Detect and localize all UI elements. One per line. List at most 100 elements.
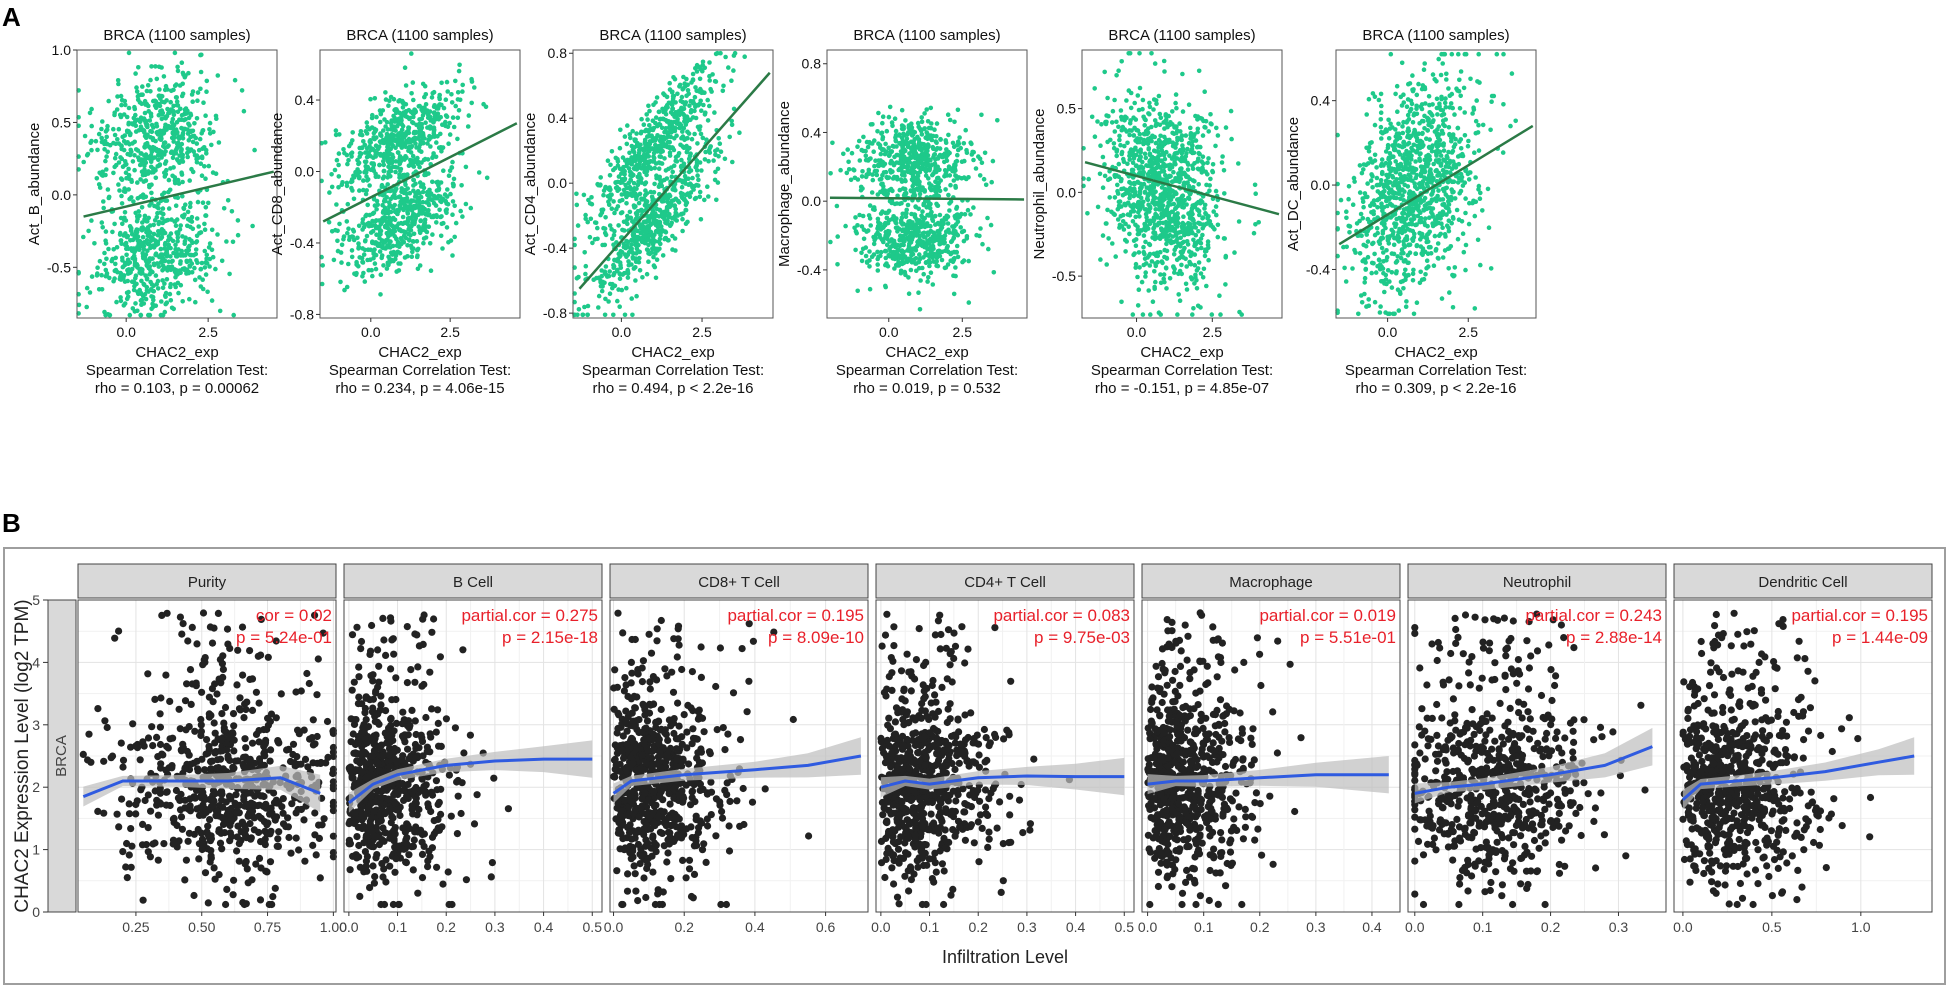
data-point — [174, 131, 180, 136]
data-point — [608, 162, 613, 168]
data-point — [183, 202, 188, 207]
data-point — [115, 78, 121, 83]
data-point — [197, 230, 202, 236]
data-point — [420, 131, 426, 136]
data-point — [173, 203, 179, 208]
data-point — [883, 220, 888, 226]
data-point — [89, 138, 94, 144]
data-point — [675, 91, 680, 97]
data-point — [138, 151, 144, 156]
data-point — [1141, 244, 1146, 250]
data-point — [595, 225, 600, 231]
data-point — [681, 211, 686, 216]
data-point — [133, 147, 139, 152]
data-point — [411, 231, 417, 237]
data-point — [198, 69, 204, 75]
data-point — [347, 234, 353, 240]
data-point — [1146, 288, 1151, 293]
data-point — [119, 143, 124, 148]
data-point — [148, 77, 153, 83]
data-point — [428, 197, 434, 202]
data-point — [174, 120, 180, 125]
data-point — [421, 240, 426, 246]
data-point — [920, 185, 925, 190]
data-point — [645, 117, 650, 122]
data-point — [221, 206, 227, 211]
data-point — [174, 146, 179, 152]
data-point — [439, 149, 444, 154]
data-point — [84, 304, 89, 310]
data-point — [229, 209, 235, 214]
data-point — [364, 221, 370, 227]
data-point — [415, 189, 421, 194]
data-point — [174, 102, 180, 108]
data-point — [697, 76, 703, 82]
data-point — [378, 119, 383, 125]
data-point — [209, 247, 215, 253]
data-point — [387, 227, 392, 233]
data-point — [341, 147, 346, 152]
data-point — [982, 150, 988, 156]
data-point — [951, 291, 957, 297]
data-point — [848, 177, 854, 183]
data-point — [382, 240, 388, 245]
data-point — [1217, 293, 1222, 299]
data-point — [611, 167, 616, 173]
data-point — [76, 302, 82, 308]
data-point — [637, 191, 643, 197]
scatter-panel-2: BRCA (1100 samples)-0.8-0.40.00.40.0 2.5C… — [269, 27, 521, 397]
data-point — [360, 217, 366, 222]
data-point — [874, 168, 880, 174]
data-point — [923, 235, 928, 240]
data-point — [1119, 186, 1124, 192]
data-point — [619, 192, 625, 197]
data-point — [626, 259, 631, 264]
data-point — [367, 138, 373, 144]
data-point — [670, 98, 676, 104]
data-point — [153, 175, 159, 181]
data-point — [169, 88, 174, 94]
data-point — [880, 114, 886, 119]
data-point — [961, 141, 967, 146]
data-point — [156, 264, 162, 269]
data-point — [204, 260, 209, 266]
data-point — [680, 134, 686, 139]
data-point — [861, 227, 867, 232]
data-point — [132, 283, 137, 289]
data-point — [835, 234, 840, 239]
data-point — [863, 157, 869, 163]
data-point — [335, 238, 340, 244]
y-axis-label: Act_CD8_abundance — [269, 113, 286, 256]
data-point — [624, 141, 630, 147]
data-point — [135, 308, 140, 314]
data-point — [378, 292, 383, 297]
data-point — [202, 221, 207, 227]
data-point — [611, 262, 616, 268]
data-point — [225, 198, 231, 203]
data-point — [82, 133, 88, 139]
data-point — [175, 280, 181, 286]
data-point — [684, 119, 690, 124]
data-point — [437, 207, 442, 213]
data-point — [403, 83, 409, 88]
data-point — [406, 227, 412, 232]
data-point — [910, 168, 915, 174]
data-point — [613, 155, 619, 161]
data-point — [173, 242, 178, 248]
data-point — [879, 181, 884, 187]
data-point — [649, 221, 654, 226]
data-point — [421, 157, 427, 163]
data-point — [408, 150, 414, 155]
data-point — [899, 200, 904, 206]
data-point — [617, 260, 623, 265]
data-point — [420, 189, 426, 195]
data-point — [925, 212, 930, 218]
data-point — [386, 262, 391, 267]
y-tick-label: 0.4 — [802, 124, 822, 140]
data-point — [431, 127, 437, 133]
data-point — [1142, 123, 1147, 128]
data-point — [432, 103, 437, 108]
data-point — [981, 176, 987, 182]
data-point — [96, 287, 102, 292]
data-point — [350, 130, 356, 135]
